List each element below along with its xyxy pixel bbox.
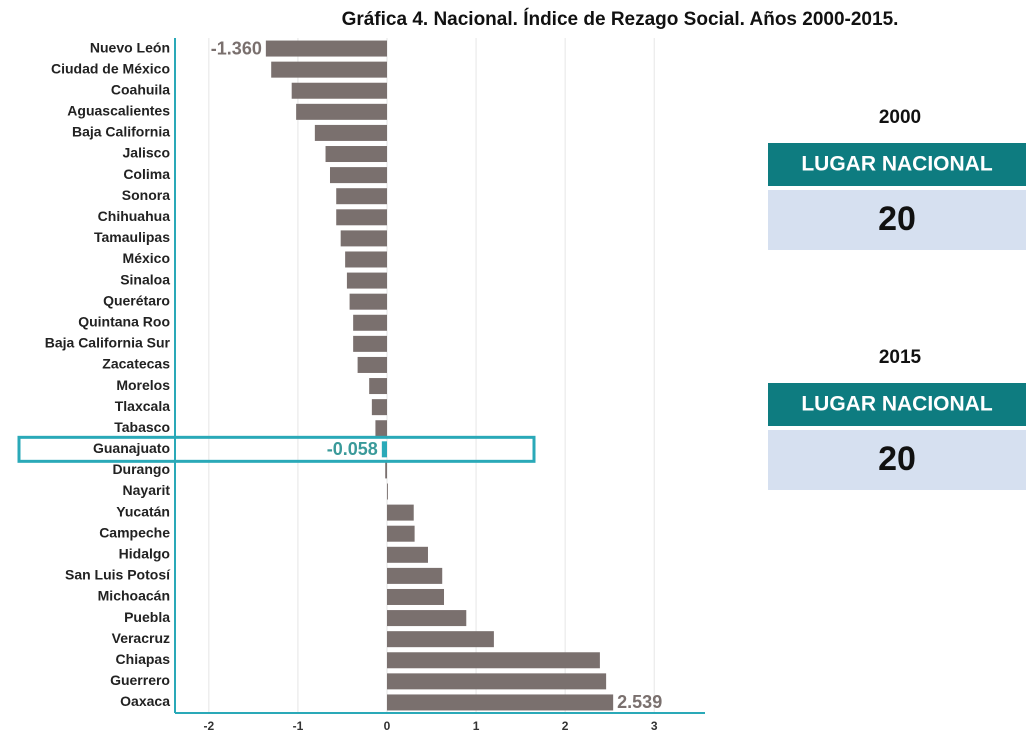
bar [385, 462, 387, 479]
bar [375, 420, 387, 437]
y-tick-label: Chihuahua [98, 208, 171, 224]
x-tick-label: 3 [651, 719, 658, 733]
x-tick-label: 2 [562, 719, 569, 733]
bar [325, 146, 387, 163]
y-tick-label: San Luis Potosí [65, 567, 171, 583]
y-tick-label: Nayarit [123, 482, 171, 498]
bar [387, 525, 415, 542]
bar [329, 167, 387, 184]
bar [314, 124, 387, 141]
y-tick-label: Tabasco [114, 419, 170, 435]
y-tick-label: Jalisco [123, 145, 170, 161]
highlight-box [17, 435, 536, 463]
x-tick-label: -2 [204, 719, 215, 733]
bar [387, 546, 428, 563]
y-tick-label: Coahuila [111, 81, 170, 97]
y-tick-label: Guanajuato [93, 440, 170, 456]
panel-heading-box [768, 143, 1026, 186]
y-tick-label: Colima [123, 166, 170, 182]
y-tick-label: Guerrero [110, 672, 170, 688]
bar [381, 441, 387, 458]
x-tick-label: -1 [293, 719, 304, 733]
panel-heading: LUGAR NACIONAL [801, 393, 992, 416]
y-tick-label: Sonora [122, 187, 170, 203]
y-tick-label: Ciudad de México [51, 60, 170, 76]
y-tick-label: Baja California [72, 124, 170, 140]
bar [387, 610, 467, 627]
bar [296, 103, 387, 120]
y-tick-label: Zacatecas [102, 356, 170, 372]
bar [345, 251, 387, 268]
value-label: -1.360 [211, 38, 262, 58]
y-tick-label: Tamaulipas [94, 229, 170, 245]
bar [387, 652, 600, 669]
y-tick-label: Quintana Roo [78, 313, 170, 329]
bar [387, 588, 445, 605]
bar [387, 694, 614, 711]
bar [353, 314, 387, 331]
panel-rank-box [768, 190, 1026, 250]
y-tick-label: Nuevo León [90, 39, 170, 55]
bar [387, 567, 443, 584]
bar [387, 504, 414, 521]
bar [336, 188, 387, 205]
y-tick-label: Baja California Sur [45, 335, 171, 351]
y-tick-label: Yucatán [116, 503, 170, 519]
bar [387, 631, 494, 648]
bar [353, 335, 387, 352]
panel-rank: 20 [878, 440, 916, 478]
y-tick-label: Aguascalientes [67, 103, 170, 119]
y-tick-label: Sinaloa [120, 271, 170, 287]
panel-heading-box [768, 383, 1026, 426]
y-tick-label: Campeche [99, 524, 170, 540]
bar [349, 293, 387, 310]
x-tick-label: 0 [384, 719, 391, 733]
y-tick-label: Durango [112, 461, 170, 477]
panel-year: 2000 [879, 107, 921, 128]
bar [369, 378, 387, 395]
value-label: 2.539 [617, 692, 662, 712]
y-tick-label: Morelos [116, 377, 170, 393]
bar [387, 673, 607, 690]
bar [340, 230, 387, 247]
y-tick-label: Chiapas [116, 651, 171, 667]
chart-title: Gráfica 4. Nacional. Índice de Rezago So… [342, 8, 899, 30]
bar [336, 209, 387, 226]
x-tick-label: 1 [473, 719, 480, 733]
bar [291, 82, 387, 99]
value-label: -0.058 [327, 439, 378, 459]
panel-rank-box [768, 430, 1026, 490]
panel-rank: 20 [878, 200, 916, 238]
bar [371, 399, 387, 416]
bar [387, 483, 388, 500]
panel-year: 2015 [879, 347, 922, 368]
y-tick-label: Oaxaca [120, 693, 170, 709]
y-tick-label: Tlaxcala [115, 398, 170, 414]
bar [357, 356, 387, 373]
y-tick-label: México [123, 250, 170, 266]
bar [346, 272, 387, 289]
y-tick-label: Puebla [124, 609, 170, 625]
bar [265, 40, 387, 57]
panel-heading: LUGAR NACIONAL [801, 153, 992, 176]
y-tick-label: Veracruz [112, 630, 170, 646]
y-tick-label: Hidalgo [119, 546, 170, 562]
y-tick-label: Querétaro [103, 292, 170, 308]
y-tick-label: Michoacán [98, 588, 170, 604]
bar [271, 61, 387, 78]
